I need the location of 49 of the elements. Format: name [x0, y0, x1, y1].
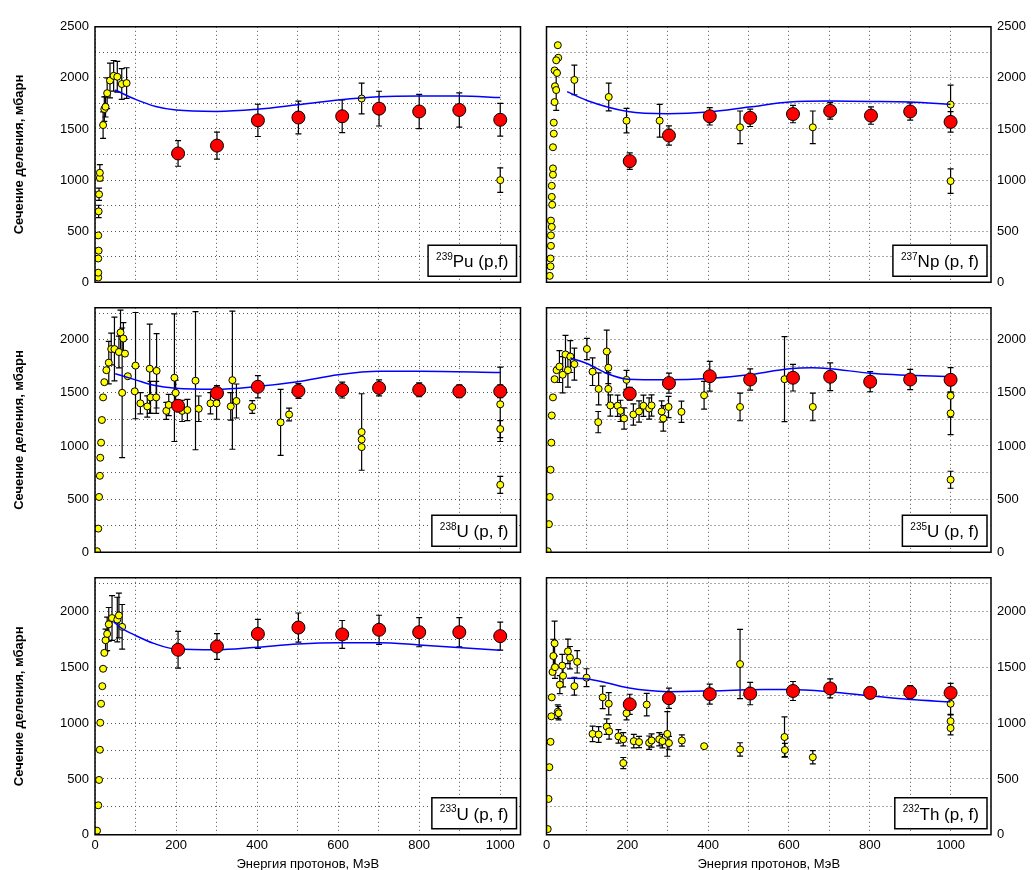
y-tick-label: 1000 [60, 171, 89, 187]
x-tick-label: 0 [542, 837, 551, 853]
y-tick-label: 1500 [60, 120, 89, 136]
y-tick-label: 500 [997, 222, 1019, 238]
y-tick-label: 500 [67, 490, 89, 506]
y-tick-label: 1000 [60, 714, 89, 730]
y-tick-label: 1000 [997, 171, 1026, 187]
y-axis-title: Сечение деления, мбарн [11, 74, 27, 235]
y-tick-label: 500 [67, 770, 89, 786]
y-tick-label: 2000 [60, 69, 89, 85]
y-tick-label: 2000 [997, 69, 1026, 85]
x-tick-label: 200 [165, 837, 187, 853]
y-axis-title: Сечение деления, мбарн [11, 350, 27, 510]
x-tick-label: 1000 [485, 837, 515, 853]
y-tick-label: 1500 [60, 658, 89, 674]
x-tick-label: 600 [778, 837, 800, 853]
y-tick-label: 2500 [997, 18, 1026, 34]
x-tick-label: 200 [616, 837, 639, 853]
y-tick-label: 500 [997, 490, 1019, 506]
y-axis-title: Сечение деления, мбарн [11, 626, 27, 787]
y-tick-label: 500 [997, 770, 1019, 786]
y-tick-label: 1000 [997, 437, 1026, 453]
x-tick-label: 800 [408, 837, 431, 853]
y-tick-label: 0 [81, 543, 89, 559]
y-tick-label: 1500 [997, 384, 1026, 400]
y-tick-label: 0 [997, 543, 1005, 559]
x-tick-label: 400 [697, 837, 719, 853]
x-tick-label: 600 [327, 837, 349, 853]
y-tick-label: 2000 [997, 602, 1026, 618]
y-tick-label: 0 [997, 273, 1005, 289]
x-axis-title: Энергия протонов, МэВ [697, 855, 841, 870]
x-axis-title: Энергия протонов, МэВ [236, 855, 380, 870]
y-tick-label: 2000 [60, 602, 89, 618]
x-tick-label: 800 [858, 837, 881, 853]
y-tick-label: 1500 [997, 658, 1026, 674]
y-tick-label: 0 [81, 273, 89, 289]
y-tick-label: 2000 [997, 331, 1026, 347]
y-tick-label: 0 [997, 826, 1005, 842]
y-tick-label: 0 [81, 826, 89, 842]
y-tick-label: 1000 [60, 437, 89, 453]
y-tick-label: 2500 [60, 18, 89, 34]
y-tick-label: 500 [67, 222, 89, 238]
y-tick-label: 1000 [997, 714, 1026, 730]
y-tick-label: 2000 [60, 331, 89, 347]
y-tick-label: 1500 [60, 384, 89, 400]
x-tick-label: 0 [91, 837, 99, 853]
y-tick-label: 1500 [997, 120, 1026, 136]
x-tick-label: 400 [246, 837, 268, 853]
x-tick-label: 1000 [936, 837, 966, 853]
